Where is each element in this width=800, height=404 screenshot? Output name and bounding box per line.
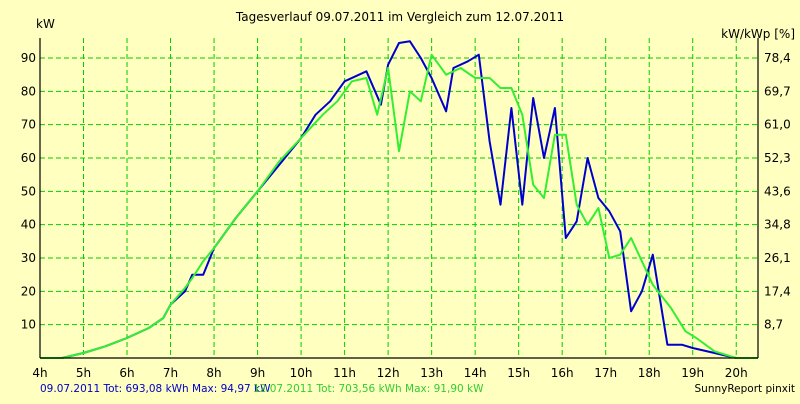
x-tick-label: 11h bbox=[333, 366, 356, 380]
x-tick-label: 14h bbox=[464, 366, 487, 380]
y-tick-label-right: 34,8 bbox=[764, 218, 791, 232]
y-tick-label-right: 52,3 bbox=[764, 151, 791, 165]
x-tick-label: 16h bbox=[551, 366, 574, 380]
chart-title: Tagesverlauf 09.07.2011 im Vergleich zum… bbox=[235, 10, 564, 24]
x-tick-label: 5h bbox=[76, 366, 91, 380]
y-tick-label-right: 69,7 bbox=[764, 84, 791, 98]
credit-text: SunnyReport pinxit bbox=[695, 383, 795, 395]
y-tick-label-left: 10 bbox=[21, 318, 36, 332]
series-lines bbox=[40, 40, 758, 359]
y-tick-label-right: 78,4 bbox=[764, 51, 791, 65]
y-tick-label-left: 50 bbox=[21, 184, 36, 198]
x-tick-label: 4h bbox=[32, 366, 47, 380]
x-tick-label: 6h bbox=[119, 366, 134, 380]
x-tick-label: 15h bbox=[507, 366, 530, 380]
x-tick-label: 18h bbox=[638, 366, 661, 380]
y-tick-label-left: 60 bbox=[21, 151, 36, 165]
y-tick-label-right: 61,0 bbox=[764, 118, 791, 132]
x-tick-label: 12h bbox=[377, 366, 400, 380]
y-tick-label-left: 40 bbox=[21, 218, 36, 232]
x-tick-label: 10h bbox=[290, 366, 313, 380]
y-tick-label-left: 80 bbox=[21, 84, 36, 98]
legend-series-1: 09.07.2011 Tot: 693,08 kWh Max: 94,97 kW bbox=[40, 383, 271, 395]
x-tick-label: 13h bbox=[420, 366, 443, 380]
legend-series-2: 12.07.2011 Tot: 703,56 kWh Max: 91,90 kW bbox=[253, 383, 484, 395]
y-tick-label-left: 90 bbox=[21, 51, 36, 65]
axes bbox=[39, 38, 759, 359]
y-tick-label-left: 20 bbox=[21, 284, 36, 298]
x-tick-label: 20h bbox=[725, 366, 748, 380]
y-tick-label-right: 43,6 bbox=[764, 184, 791, 198]
x-tick-label: 8h bbox=[206, 366, 221, 380]
y-axis-label-left: kW bbox=[36, 17, 55, 31]
y-tick-label-left: 30 bbox=[21, 251, 36, 265]
x-tick-label: 7h bbox=[163, 366, 178, 380]
y-axis-label-right: kW/kWp [%] bbox=[721, 27, 795, 41]
x-tick-label: 19h bbox=[681, 366, 704, 380]
x-tick-label: 9h bbox=[250, 366, 265, 380]
y-tick-label-right: 17,4 bbox=[764, 284, 791, 298]
series-line-2 bbox=[40, 53, 758, 359]
x-tick-label: 17h bbox=[594, 366, 617, 380]
y-tick-label-right: 26,1 bbox=[764, 251, 791, 265]
tick-labels: 4h 5h 6h 7h 8h 9h 10h 11h 12h 13h 14h 15h 16h 17h 18h 1… bbox=[21, 51, 791, 380]
grid-lines bbox=[40, 38, 758, 358]
y-tick-label-left: 70 bbox=[21, 118, 36, 132]
y-tick-label-right: 8,7 bbox=[764, 318, 783, 332]
